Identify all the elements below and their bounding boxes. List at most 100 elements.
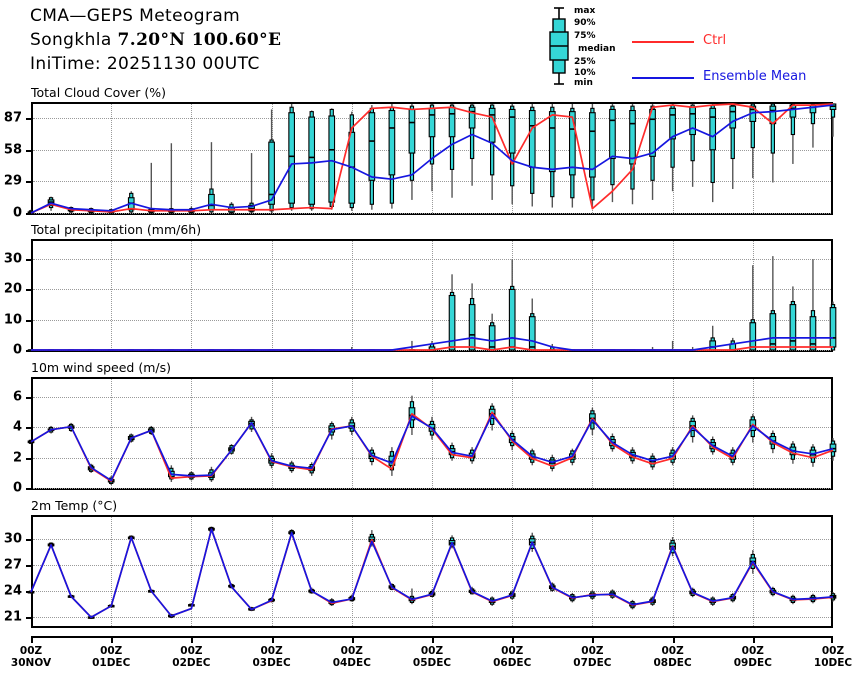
boxplot-marker [589,104,596,209]
panel-temperature [26,515,837,628]
x-label-date: 04DEC [332,657,371,669]
y-tick-mark [26,564,33,567]
x-tick-mark [752,636,755,643]
y-axis-label: 27 [3,557,22,573]
y-tick-mark [26,488,33,490]
x-label-date: 30NOV [10,657,52,669]
x-label-hour: 00Z [260,645,283,657]
x-tick-mark [672,636,675,643]
gridline-vertical [672,241,674,350]
y-axis-label: 10 [3,312,22,328]
y-axis-label: 87 [3,110,22,126]
y-axis-label: 0 [12,205,22,221]
gridline-vertical [432,241,433,350]
y-axis-label: 0 [12,480,22,496]
gridline-vertical [432,517,433,626]
y-tick-mark [26,397,33,400]
ctrl-legend-label: Ctrl [703,33,727,48]
boxplot-marker [208,142,215,213]
boxplot-marker [689,104,696,187]
station-coordinates: Songkhla 7.20°N 100.60°E [30,30,281,50]
x-axis-label: 00Z 02DEC [172,645,210,669]
y-tick-mark [26,149,33,152]
boxplot-marker [829,103,837,137]
x-label-hour: 00Z [741,645,764,657]
boxplot-marker [809,103,817,148]
y-axis-label: 4 [12,419,22,435]
y-tick-mark [26,213,33,215]
boxplot-marker [809,444,817,467]
panel-title-cloud-cover: Total Cloud Cover (%) [31,85,167,100]
station-name: Songkhla [30,30,118,50]
series-line-ensemble-mean [31,337,833,351]
boxplot-marker [388,104,396,209]
y-tick-mark [26,289,33,292]
init-time: IniTime: 20251130 00UTC [30,54,260,74]
gridline-horizontal [33,488,831,489]
boxplot-marker [468,104,476,186]
boxplot-marker [749,265,757,351]
boxplot-marker [488,104,496,200]
gridline-vertical [351,241,353,350]
x-axis-label: 00Z 05DEC [413,645,451,669]
boxplot-marker [468,283,476,351]
boxplot-marker [769,103,777,183]
x-axis-label: 00Z 01DEC [92,645,130,669]
boxplot-marker [368,105,376,210]
plot-wind-speed [27,395,837,485]
x-axis-label: 00Z 03DEC [252,645,290,669]
boxplot-marker [147,162,155,214]
x-tick-mark [432,636,434,643]
boxplot-marker [268,109,275,213]
boxplot-marker [629,104,636,205]
x-axis-label: 00Z 07DEC [573,645,611,669]
gridline-vertical [351,517,353,626]
x-label-date: 07DEC [573,657,612,669]
panel-title-temperature: 2m Temp (°C) [31,498,118,513]
legend-label-median: median [578,44,616,54]
boxplot-marker [508,104,516,205]
y-axis-label: 58 [3,142,22,158]
x-tick-mark [351,636,354,643]
x-axis-label: 00Z 09DEC [734,645,772,669]
panel-wind-speed [26,377,837,490]
boxplot-marker [448,104,456,198]
x-tick-mark [111,636,114,643]
y-tick-mark [26,181,33,184]
series-line-ensemble-mean [30,104,834,214]
y-tick-mark [26,118,33,121]
y-tick-mark [26,427,33,430]
boxplot-marker [769,256,777,351]
panel-cloud-cover [26,102,837,215]
x-label-date: 02DEC [172,657,211,669]
panel-title-wind-speed: 10m wind speed (m/s) [31,360,171,375]
y-axis-label: 21 [3,609,22,625]
boxplot-marker [528,104,536,207]
ensemble-legend-label: Ensemble Mean [703,69,807,84]
x-label-date: 10DEC [813,657,853,669]
x-tick-mark [31,636,33,643]
legend-label-90pct: 90% [574,18,596,28]
y-axis-label: 29 [3,173,22,189]
gridline-vertical [111,241,113,350]
x-tick-mark [512,636,515,643]
boxplot-marker [428,104,436,192]
gridline-vertical [672,517,674,626]
boxplot-marker [789,103,797,164]
x-label-hour: 00Z [420,645,444,657]
legend-label-10pct: 10% [574,68,596,78]
x-tick-mark [592,636,595,643]
y-tick-mark [26,319,33,322]
boxplot-marker [809,259,817,351]
y-axis-label: 0 [12,342,22,358]
gridline-vertical [271,379,273,488]
boxplot-marker [709,104,717,203]
gridline-vertical [672,379,674,488]
legend-label-75pct: 75% [574,31,596,41]
x-axis: 00Z 30NOV 00Z 01DEC 00Z 02DEC 00Z 03DEC 00Z 04DEC… [11,636,852,680]
gridline-vertical [191,517,193,626]
plot-precipitation [27,256,837,352]
series-line-ctrl [30,103,834,214]
boxplot-marker [669,104,676,192]
